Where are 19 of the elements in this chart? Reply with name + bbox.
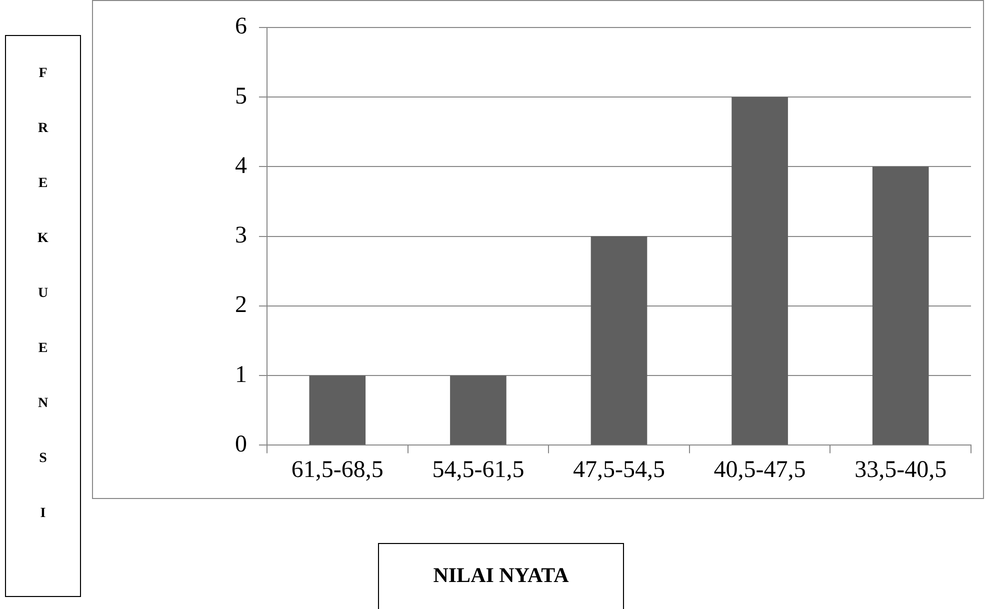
y-tick-label: 6 [235,14,247,40]
text: FREKUENSI [38,66,48,521]
bar [590,236,648,445]
bar [450,376,506,445]
y-tick-label: 0 [235,431,247,458]
bar [872,166,929,445]
x-tick-label: 47,5-54,5 [573,456,665,483]
bar [309,376,366,445]
x-tick-label: 40,5-47,5 [714,456,806,483]
x-tick-label: 54,5-61,5 [432,456,524,483]
y-tick-label: 2 [235,292,247,318]
y-tick-label: 1 [235,362,247,388]
y-tick-label: 3 [235,222,247,249]
y-tick-label: 5 [235,83,247,110]
x-axis-title: NILAI NYATA [378,543,624,609]
bar [732,97,788,445]
x-tick-label: 61,5-68,5 [291,456,384,483]
y-tick-label: 4 [235,152,247,179]
x-tick-label: 33,5-40,5 [854,456,947,483]
